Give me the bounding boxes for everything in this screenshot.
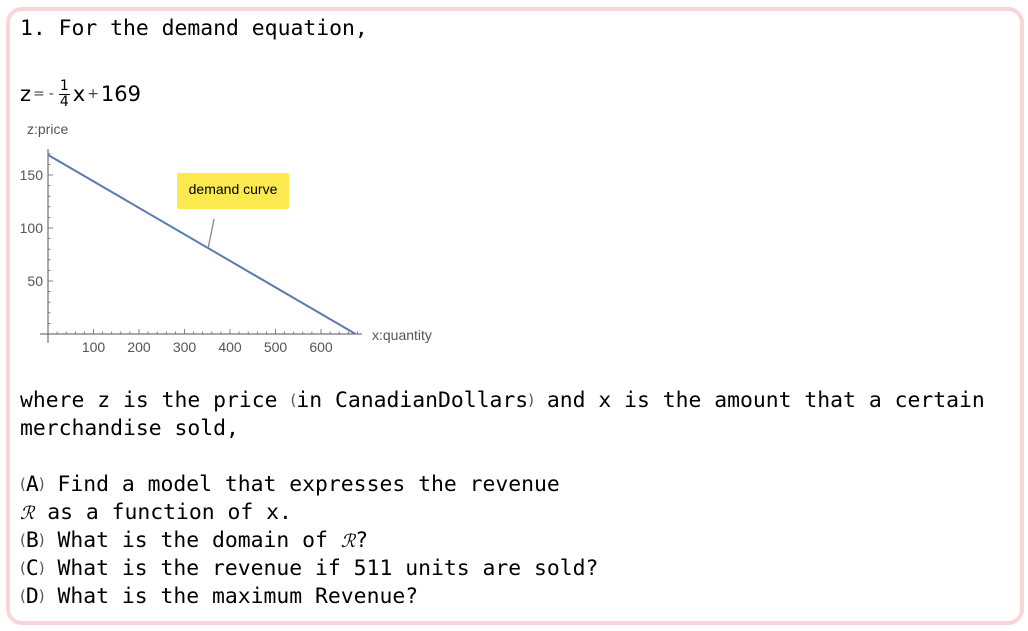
eq-frac-den: 4	[59, 93, 69, 110]
y-tick-label: 50	[27, 273, 43, 289]
part-d-text: What is the maximum Revenue?	[44, 584, 419, 609]
part-c-label: C	[25, 556, 39, 581]
eq-frac-num: 1	[58, 77, 70, 95]
x-tick-label: 100	[82, 339, 106, 355]
paren-open: (	[290, 391, 297, 409]
part-a-line2: as a function of x.	[34, 500, 292, 525]
demand-equation: z = - 1 4 x + 169	[20, 76, 141, 112]
part-a: (A) Find a model that expresses the reve…	[20, 472, 560, 497]
part-b-label: B	[25, 528, 39, 553]
eq-minus: -	[48, 86, 54, 102]
y-axis-label: z:price	[27, 121, 68, 137]
part-b-suffix: ?	[355, 528, 369, 553]
part-c: (C) What is the revenue if 511 units are…	[20, 556, 599, 581]
problem-card	[6, 7, 1024, 625]
part-d: (D) What is the maximum Revenue?	[20, 584, 419, 609]
x-tick-label: 500	[264, 339, 288, 355]
x-tick-label: 400	[218, 339, 242, 355]
where-line-2: merchandise sold,	[20, 416, 239, 441]
part-d-label: D	[25, 584, 39, 609]
x-tick-label: 600	[309, 339, 333, 355]
y-tick-label: 100	[20, 220, 44, 236]
part-c-text: What is the revenue if 511 units are sol…	[44, 556, 599, 581]
paren-close: )	[528, 391, 534, 409]
where-units: in CanadianDollars	[296, 388, 529, 413]
y-tick-label: 150	[20, 167, 44, 183]
x-axis-label: x:quantity	[372, 327, 432, 343]
part-b: (B) What is the domain of ℛ?	[20, 528, 369, 553]
demand-chart: z:price x:quantity 100 200 300 400 500 600501…	[20, 121, 432, 355]
annotation-leader	[207, 218, 215, 249]
part-a-cont: ℛ as a function of x.	[20, 500, 292, 525]
eq-fraction: 1 4	[58, 77, 70, 110]
eq-var: x	[72, 82, 86, 106]
annotation-box	[177, 173, 289, 209]
axis-ticks: 100 200 300 400 500 600 50 100 150	[20, 153, 358, 355]
where-pre: where z is the price	[20, 388, 291, 413]
where-line-1: where z is the price (in CanadianDollars…	[20, 388, 985, 413]
revenue-symbol: ℛ	[20, 503, 35, 524]
eq-equals: =	[33, 86, 45, 102]
x-tick-label: 300	[173, 339, 197, 355]
annotation-label: demand curve	[189, 181, 278, 197]
x-tick-label: 200	[127, 339, 151, 355]
revenue-symbol-b: ℛ	[340, 531, 356, 552]
problem-heading: 1. For the demand equation,	[20, 16, 368, 41]
part-b-text: What is the domain of	[44, 528, 341, 553]
demand-line	[47, 153, 357, 335]
where-post: and x is the amount that a certain	[533, 388, 985, 413]
part-a-text: Find a model that expresses the revenue	[44, 472, 560, 497]
series-group	[47, 153, 357, 335]
eq-lhs: z	[20, 82, 32, 106]
eq-plus: +	[87, 86, 99, 102]
part-a-label: A	[25, 472, 39, 497]
eq-const: 169	[100, 82, 142, 106]
